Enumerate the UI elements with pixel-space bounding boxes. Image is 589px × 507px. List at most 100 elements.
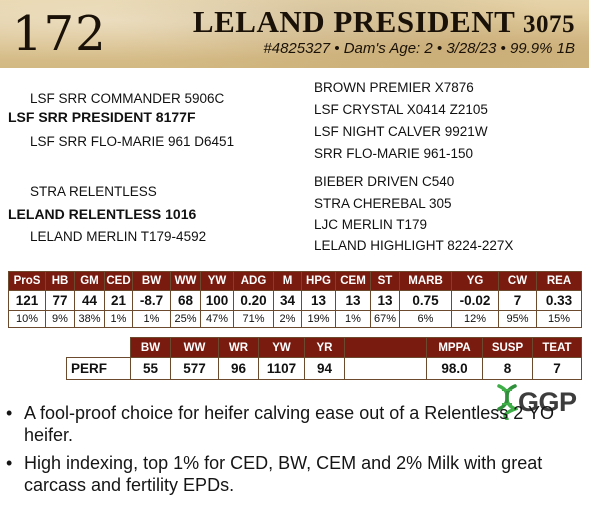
performance-row: PERF 55 577 96 1107 94 98.0 8 7 bbox=[66, 357, 582, 380]
epd-percentile: 25% bbox=[170, 310, 201, 328]
epd-header: ProS bbox=[8, 271, 46, 291]
pedigree-far-8: LELAND HIGHLIGHT 8224-227X bbox=[314, 238, 514, 253]
pedigree-far-7: LJC MERLIN T179 bbox=[314, 217, 428, 232]
performance-header-row: BW WW WR YW YR MPPA SUSP TEAT bbox=[66, 337, 582, 358]
performance-table: BW WW WR YW YR MPPA SUSP TEAT PERF 55 57… bbox=[66, 337, 582, 380]
epd-percentile: 1% bbox=[335, 310, 371, 328]
epd-value: -0.02 bbox=[451, 290, 499, 311]
epd-percentile: 1% bbox=[104, 310, 133, 328]
bull-name: LELAND PRESIDENT 3075 bbox=[193, 6, 575, 41]
performance-header: MPPA bbox=[426, 337, 483, 358]
epd-percentile: 67% bbox=[370, 310, 400, 328]
epd-percentile: 71% bbox=[233, 310, 274, 328]
epd-header: M bbox=[273, 271, 302, 291]
epd-value: 68 bbox=[170, 290, 201, 311]
performance-gap bbox=[344, 337, 427, 358]
pedigree-dam-sire: STRA RELENTLESS bbox=[30, 184, 157, 199]
epd-header: CEM bbox=[335, 271, 371, 291]
epd-table: ProS HB GM CED BW WW YW ADG M HPG CEM ST… bbox=[8, 271, 582, 328]
epd-header: BW bbox=[132, 271, 171, 291]
pedigree-far-4: SRR FLO-MARIE 961-150 bbox=[314, 146, 474, 161]
performance-value: 98.0 bbox=[426, 357, 483, 380]
list-item: • A fool-proof choice for heifer calving… bbox=[6, 402, 581, 446]
epd-header-row: ProS HB GM CED BW WW YW ADG M HPG CEM ST… bbox=[8, 271, 582, 291]
epd-header: GM bbox=[74, 271, 105, 291]
epd-header: YG bbox=[451, 271, 499, 291]
epd-percentile: 15% bbox=[536, 310, 582, 328]
pedigree-far-3: LSF NIGHT CALVER 9921W bbox=[314, 124, 488, 139]
ggp-logo: GGP bbox=[496, 383, 582, 421]
bullet-icon: • bbox=[6, 453, 13, 473]
performance-header: YR bbox=[304, 337, 345, 358]
epd-value: 0.33 bbox=[536, 290, 582, 311]
performance-header: SUSP bbox=[482, 337, 533, 358]
bullet-icon: • bbox=[6, 403, 13, 423]
epd-value: 121 bbox=[8, 290, 46, 311]
pedigree-dam: LELAND RELENTLESS 1016 bbox=[8, 206, 197, 222]
bull-name-text: LELAND PRESIDENT bbox=[192, 4, 515, 39]
bullet-text: A fool-proof choice for heifer calving e… bbox=[24, 403, 554, 445]
performance-value: 55 bbox=[130, 357, 171, 380]
performance-value: 7 bbox=[532, 357, 582, 380]
epd-header: HB bbox=[45, 271, 75, 291]
epd-percentile: 38% bbox=[74, 310, 105, 328]
epd-value: 77 bbox=[45, 290, 75, 311]
registration-info: #4825327 • Dam's Age: 2 • 3/28/23 • 99.9… bbox=[263, 40, 575, 57]
ggp-logo-text: GGP bbox=[518, 387, 577, 417]
pedigree-sire-dam: LSF SRR FLO-MARIE 961 D6451 bbox=[30, 134, 235, 149]
performance-empty-cell bbox=[344, 357, 427, 380]
epd-percentile: 10% bbox=[8, 310, 46, 328]
pedigree-far-1: BROWN PREMIER X7876 bbox=[314, 80, 474, 95]
epd-value: -8.7 bbox=[132, 290, 171, 311]
pedigree-far-5: BIEBER DRIVEN C540 bbox=[314, 174, 455, 189]
epd-values-row: 121 77 44 21 -8.7 68 100 0.20 34 13 13 1… bbox=[8, 290, 582, 311]
performance-header: YW bbox=[258, 337, 305, 358]
pedigree-sire-sire: LSF SRR COMMANDER 5906C bbox=[30, 91, 225, 106]
performance-value: 94 bbox=[304, 357, 345, 380]
performance-value: 1107 bbox=[258, 357, 305, 380]
pedigree-sire: LSF SRR PRESIDENT 8177F bbox=[8, 109, 196, 125]
epd-header: CED bbox=[104, 271, 133, 291]
epd-percentile: 2% bbox=[273, 310, 302, 328]
epd-value: 100 bbox=[200, 290, 234, 311]
epd-header: ADG bbox=[233, 271, 274, 291]
performance-value: 8 bbox=[482, 357, 533, 380]
epd-header: REA bbox=[536, 271, 582, 291]
epd-percentile: 19% bbox=[301, 310, 336, 328]
epd-percentile: 9% bbox=[45, 310, 75, 328]
performance-corner bbox=[66, 337, 131, 358]
epd-value: 13 bbox=[370, 290, 400, 311]
epd-value: 21 bbox=[104, 290, 133, 311]
dna-helix-icon bbox=[497, 384, 518, 420]
epd-value: 7 bbox=[498, 290, 537, 311]
epd-header: WW bbox=[170, 271, 201, 291]
description-list: • A fool-proof choice for heifer calving… bbox=[6, 402, 581, 502]
pedigree-far-2: LSF CRYSTAL X0414 Z2105 bbox=[314, 102, 488, 117]
epd-percentile: 1% bbox=[132, 310, 171, 328]
epd-percentile-row: 10% 9% 38% 1% 1% 25% 47% 71% 2% 19% 1% 6… bbox=[8, 310, 582, 328]
list-item: • High indexing, top 1% for CED, BW, CEM… bbox=[6, 452, 581, 496]
epd-header: MARB bbox=[399, 271, 452, 291]
lot-number: 172 bbox=[12, 6, 107, 62]
epd-value: 0.75 bbox=[399, 290, 452, 311]
performance-header: WW bbox=[170, 337, 219, 358]
performance-header: BW bbox=[130, 337, 171, 358]
epd-value: 13 bbox=[301, 290, 336, 311]
epd-percentile: 6% bbox=[399, 310, 452, 328]
epd-header: CW bbox=[498, 271, 537, 291]
epd-header: HPG bbox=[301, 271, 336, 291]
performance-value: 577 bbox=[170, 357, 219, 380]
performance-header: WR bbox=[218, 337, 259, 358]
epd-percentile: 95% bbox=[498, 310, 537, 328]
epd-header: ST bbox=[370, 271, 400, 291]
epd-value: 13 bbox=[335, 290, 371, 311]
epd-value: 0.20 bbox=[233, 290, 274, 311]
bullet-text: High indexing, top 1% for CED, BW, CEM a… bbox=[24, 453, 543, 495]
pedigree-dam-dam: LELAND MERLIN T179-4592 bbox=[30, 229, 207, 244]
epd-percentile: 47% bbox=[200, 310, 234, 328]
bull-tag: 3075 bbox=[523, 11, 575, 38]
epd-value: 44 bbox=[74, 290, 105, 311]
pedigree-far-6: STRA CHEREBAL 305 bbox=[314, 196, 452, 211]
epd-value: 34 bbox=[273, 290, 302, 311]
epd-header: YW bbox=[200, 271, 234, 291]
